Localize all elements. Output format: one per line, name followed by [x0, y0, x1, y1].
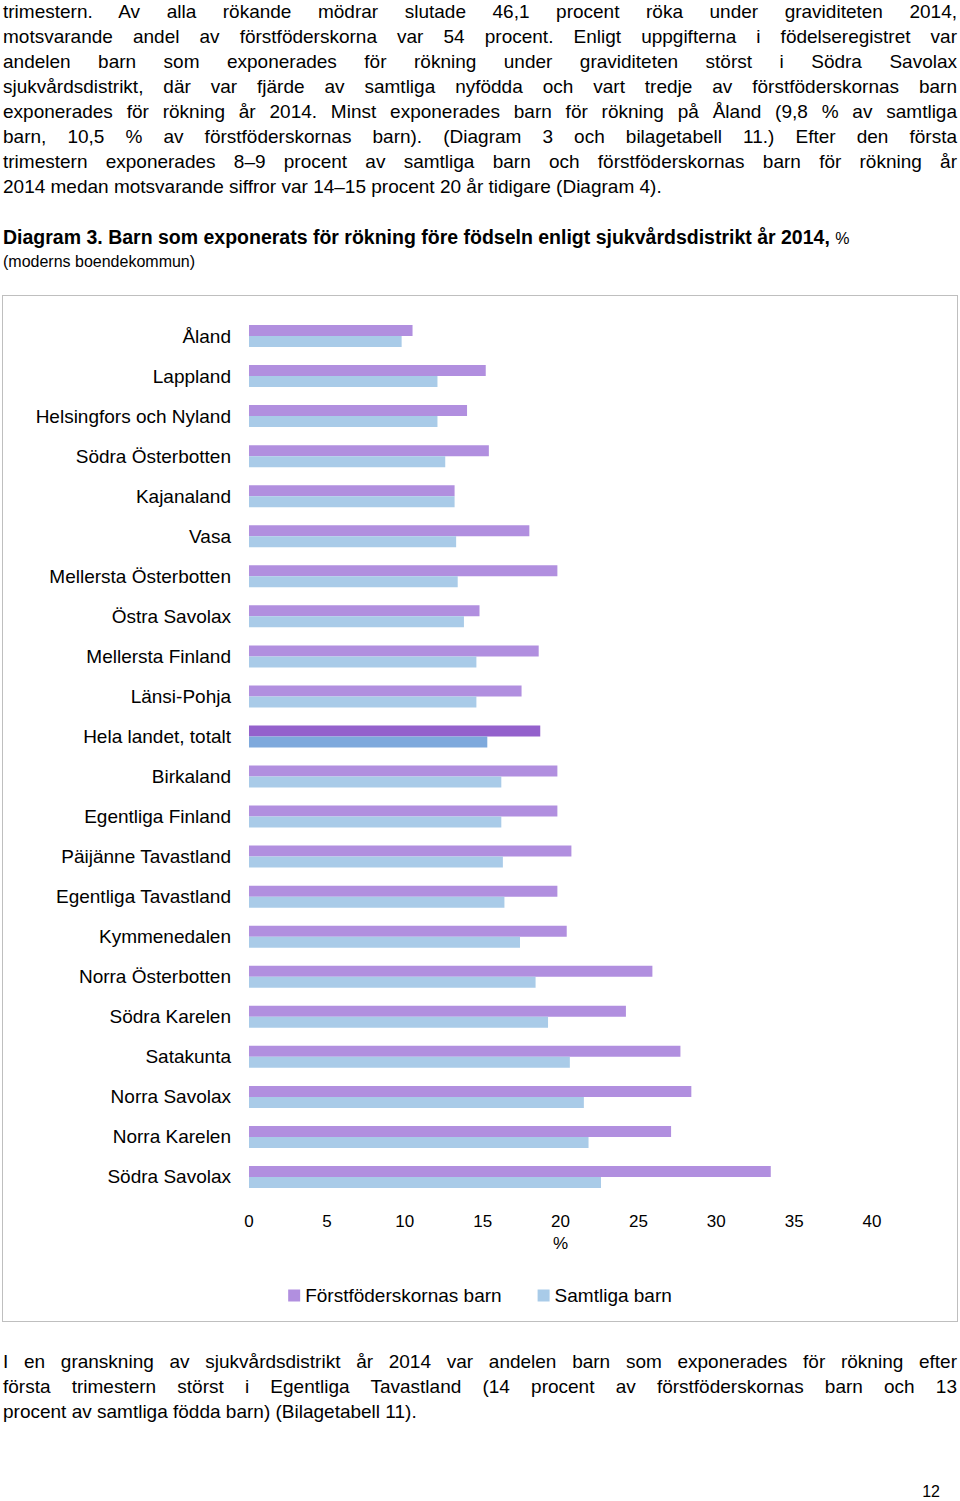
svg-text:20: 20 — [551, 1212, 570, 1231]
svg-text:Södra Österbotten: Södra Österbotten — [76, 446, 231, 467]
html-text:andelen barn som exponerades f: andelen barn som exponerades för rökning… — [3, 51, 957, 72]
html-text:(moderns boendekommun): (moderns boendekommun) — [3, 253, 196, 270]
svg-text:Päijänne Tavastland: Päijänne Tavastland — [61, 846, 231, 867]
html-text:trimestern exponerades 8–9 pro: trimestern exponerades 8–9 procent av sa… — [3, 151, 957, 172]
html-text:exponerades för rökning år 201: exponerades för rökning år 2014. Minst e… — [3, 101, 957, 122]
html-text:12: 12 — [922, 1483, 940, 1500]
html-text:I en granskning av sjukvårdsdi: I en granskning av sjukvårdsdistrikt år … — [3, 1351, 957, 1372]
html-text:Diagram 3. Barn som exponerats: Diagram 3. Barn som exponerats för rökni… — [3, 226, 850, 248]
svg-text:Hela landet, totalt: Hela landet, totalt — [83, 726, 232, 747]
svg-text:Norra Savolax: Norra Savolax — [111, 1086, 232, 1107]
svg-text:%: % — [553, 1234, 568, 1253]
svg-text:Samtliga barn: Samtliga barn — [555, 1285, 672, 1306]
html-text:motsvarande andel av förstföde: motsvarande andel av förstföderskorna va… — [3, 26, 957, 47]
html-text:trimestern. Av alla rökande mö: trimestern. Av alla rökande mödrar sluta… — [3, 1, 957, 22]
svg-text:30: 30 — [707, 1212, 726, 1231]
html-text:barn, 10,5 % av förstföderskor: barn, 10,5 % av förstföderskornas barn).… — [3, 126, 957, 147]
svg-text:Vasa: Vasa — [189, 526, 231, 547]
html-text:procent av samtliga födda barn: procent av samtliga födda barn) (Bilaget… — [3, 1401, 417, 1422]
svg-text:Södra Karelen: Södra Karelen — [110, 1006, 231, 1027]
svg-text:Kajanaland: Kajanaland — [136, 486, 231, 507]
svg-text:Länsi-Pohja: Länsi-Pohja — [131, 686, 232, 707]
html-text:sjukvårdsdistrikt, där var fjä: sjukvårdsdistrikt, där var fjärde av sam… — [3, 76, 957, 97]
svg-text:Lappland: Lappland — [153, 366, 231, 387]
svg-text:10: 10 — [395, 1212, 414, 1231]
svg-text:0: 0 — [244, 1212, 253, 1231]
svg-text:Mellersta Finland: Mellersta Finland — [86, 646, 231, 667]
svg-text:Egentliga Finland: Egentliga Finland — [84, 806, 231, 827]
svg-text:15: 15 — [473, 1212, 492, 1231]
svg-text:Södra Savolax: Södra Savolax — [107, 1166, 231, 1187]
html-text:2014 medan motsvarande siffror: 2014 medan motsvarande siffror var 14–15… — [3, 176, 662, 197]
svg-text:Birkaland: Birkaland — [152, 766, 231, 787]
html-text:första trimestern störst i Ege: första trimestern störst i Egentliga Tav… — [3, 1376, 957, 1397]
svg-text:Östra Savolax: Östra Savolax — [112, 606, 232, 627]
svg-text:Egentliga Tavastland: Egentliga Tavastland — [56, 886, 231, 907]
svg-text:25: 25 — [629, 1212, 648, 1231]
svg-text:Kymmenedalen: Kymmenedalen — [99, 926, 231, 947]
svg-text:Mellersta Österbotten: Mellersta Österbotten — [49, 566, 231, 587]
svg-text:Norra Karelen: Norra Karelen — [113, 1126, 231, 1147]
svg-text:Åland: Åland — [182, 326, 231, 347]
svg-text:35: 35 — [785, 1212, 804, 1231]
svg-text:40: 40 — [863, 1212, 882, 1231]
svg-text:Norra Österbotten: Norra Österbotten — [79, 966, 231, 987]
svg-text:Helsingfors och Nyland: Helsingfors och Nyland — [36, 406, 231, 427]
svg-text:Satakunta: Satakunta — [145, 1046, 231, 1067]
svg-text:5: 5 — [322, 1212, 331, 1231]
svg-text:Förstföderskornas barn: Förstföderskornas barn — [305, 1285, 501, 1306]
